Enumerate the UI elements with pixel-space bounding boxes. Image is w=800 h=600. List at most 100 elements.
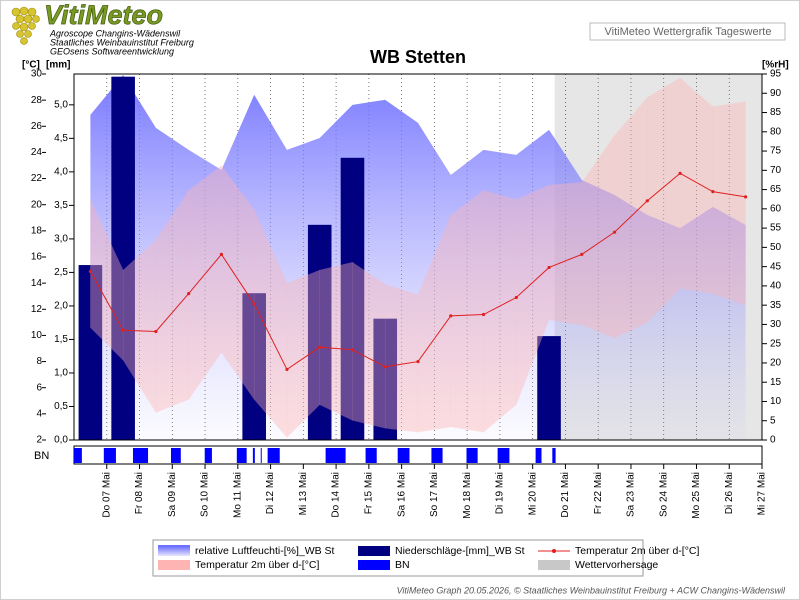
x-tick-label: So 10 Mai xyxy=(200,472,211,517)
temp-point xyxy=(252,302,256,306)
legend-swatch xyxy=(158,560,190,570)
temp-range-band xyxy=(581,134,615,339)
y2-tick-label: 70 xyxy=(770,165,782,176)
x-tick-label: Mi 13 Mai xyxy=(298,472,309,515)
bn-interval xyxy=(466,448,478,463)
temp-range-band xyxy=(417,215,451,433)
legend-label: Temperatur 2m über d-[°C] xyxy=(195,559,319,571)
legend-swatch xyxy=(158,546,190,556)
legend-swatch xyxy=(358,546,390,556)
y3-tick-label: 2,5 xyxy=(54,267,68,278)
temp-point xyxy=(88,269,92,273)
temp-point xyxy=(219,252,224,256)
y2-tick-label: 30 xyxy=(770,319,782,330)
x-tick-label: Mo 25 Mai xyxy=(691,472,702,519)
y3-tick-label: 4,0 xyxy=(54,167,68,178)
bn-strip-label: BN xyxy=(34,450,49,462)
logo-line: GEOsens Softwareentwicklung xyxy=(50,46,174,56)
precip-bar xyxy=(242,293,266,440)
y3-tick-label: 2,0 xyxy=(54,301,68,312)
y2-tick-label: 25 xyxy=(770,338,782,349)
bn-interval xyxy=(552,448,556,463)
temp-range-band xyxy=(712,101,746,306)
temp-point xyxy=(383,365,387,369)
temp-point xyxy=(416,359,420,364)
y2-tick-label: 0 xyxy=(770,435,776,446)
y3-axis-unit: [mm] xyxy=(46,60,70,71)
y2-tick-label: 40 xyxy=(770,281,782,292)
y-tick-label: 12 xyxy=(31,304,43,315)
y-tick-label: 10 xyxy=(31,330,43,341)
legend-label: BN xyxy=(395,559,410,571)
x-tick-label: Di 19 Mai xyxy=(495,472,506,514)
y3-tick-label: 5,0 xyxy=(54,99,68,110)
logo-text: VitiMeteo xyxy=(44,0,163,30)
y-tick-label: 20 xyxy=(31,199,43,210)
y2-tick-label: 10 xyxy=(770,396,782,407)
x-tick-label: Mi 27 Mai xyxy=(757,472,768,515)
temp-range-band xyxy=(254,209,288,438)
x-tick-label: Sa 16 Mai xyxy=(396,472,407,517)
precip-bar xyxy=(111,76,135,440)
y2-tick-label: 55 xyxy=(770,223,782,234)
precip-bar xyxy=(373,318,398,440)
x-tick-label: Fr 22 Mai xyxy=(593,472,604,514)
y3-tick-label: 3,5 xyxy=(54,200,68,211)
temp-range-band xyxy=(679,77,714,294)
temp-range-band xyxy=(286,269,320,438)
precip-bar xyxy=(537,336,561,440)
logo-icon xyxy=(11,6,40,45)
bn-interval xyxy=(497,448,510,463)
y2-tick-label: 75 xyxy=(770,146,782,157)
temp-range-band xyxy=(90,199,124,361)
temp-range-band xyxy=(614,97,648,339)
temp-point xyxy=(481,312,486,317)
bn-interval xyxy=(365,448,377,463)
y2-tick-label: 90 xyxy=(770,88,782,99)
temp-point xyxy=(449,314,453,318)
y-tick-label: 8 xyxy=(36,356,42,367)
x-tick-label: Sa 09 Mai xyxy=(167,472,178,517)
y-tick-label: 22 xyxy=(31,173,43,184)
temp-point xyxy=(580,252,584,256)
axes: 246810121416182022242628300,00,51,01,52,… xyxy=(31,69,782,446)
temp-range-band xyxy=(155,189,189,413)
y2-tick-label: 35 xyxy=(770,300,782,311)
temp-range-band xyxy=(221,165,255,400)
x-tick-label: Do 14 Mai xyxy=(331,472,342,518)
x-tick-label: Fr 15 Mai xyxy=(363,472,374,514)
y2-tick-label: 15 xyxy=(770,377,782,388)
caption: VitiMeteo Wettergrafik Tageswerte xyxy=(605,26,772,38)
precip-bar xyxy=(307,224,332,440)
legend: relative Luftfeuchti-[%]_WB St Niederschl… xyxy=(158,545,699,571)
logo-line: Agroscope Changins-Wädenswil xyxy=(49,28,181,38)
temp-range-band xyxy=(548,182,582,326)
temp-point xyxy=(350,348,355,352)
x-tick-label: Do 21 Mai xyxy=(560,472,571,518)
caption-box xyxy=(589,22,786,41)
bn-interval xyxy=(431,448,443,463)
y-tick-label: 26 xyxy=(31,121,43,132)
temp-range-band xyxy=(450,190,484,433)
plot-data xyxy=(78,75,748,441)
y-tick-label: 14 xyxy=(31,278,43,289)
plot-border xyxy=(73,73,763,441)
x-tick-label: Di 26 Mai xyxy=(724,472,735,514)
y-tick-label: 28 xyxy=(31,95,43,106)
legend-label: Temperatur 2m über d-[°C] xyxy=(575,545,699,557)
x-tick-label: So 17 Mai xyxy=(429,472,440,517)
temp-point xyxy=(678,171,682,175)
y-tick-label: 6 xyxy=(36,382,42,393)
chart-title: WB Stetten xyxy=(370,47,466,67)
y3-tick-label: 3,0 xyxy=(54,234,68,245)
y-tick-label: 30 xyxy=(31,69,43,80)
y2-tick-label: 50 xyxy=(770,242,782,253)
temp-point xyxy=(744,195,748,199)
bn-interval xyxy=(325,448,346,463)
bn-interval xyxy=(74,448,82,463)
temp-range-band xyxy=(352,261,386,429)
y-tick-label: 16 xyxy=(31,252,43,263)
temp-point xyxy=(285,367,289,372)
